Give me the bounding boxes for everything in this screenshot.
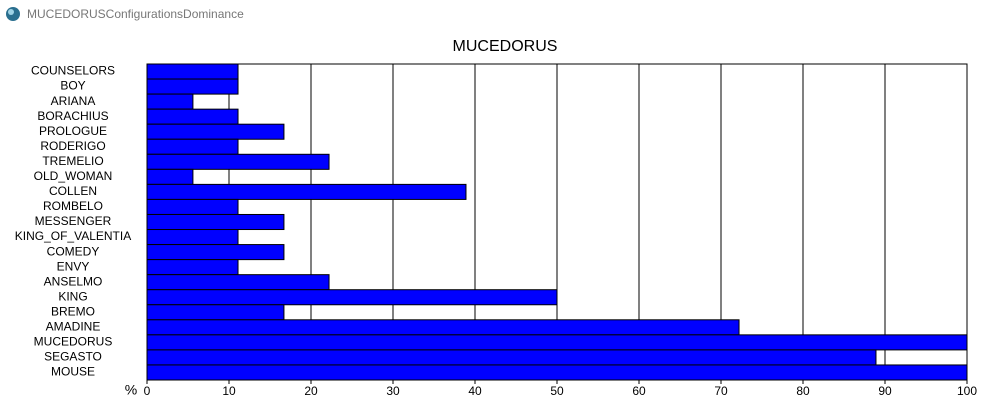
y-tick-label: MUCEDORUS bbox=[34, 335, 113, 349]
x-tick-label: 50 bbox=[550, 384, 564, 398]
x-axis-label: % bbox=[125, 382, 137, 398]
y-tick-label: ARIANA bbox=[51, 94, 96, 108]
y-tick-label: COLLEN bbox=[49, 184, 97, 198]
y-tick-label: BREMO bbox=[51, 304, 95, 318]
y-tick-label: MESSENGER bbox=[35, 214, 112, 228]
bar bbox=[146, 364, 968, 381]
bar bbox=[146, 78, 239, 95]
y-tick-label: ANSELMO bbox=[44, 274, 103, 288]
bar bbox=[146, 349, 877, 366]
x-tick-label: 80 bbox=[796, 384, 810, 398]
chart-title: MUCEDORUS bbox=[453, 38, 558, 55]
x-tick-label: 10 bbox=[222, 384, 236, 398]
y-tick-label: KING_OF_VALENTIA bbox=[15, 229, 131, 243]
x-tick-label: 100 bbox=[957, 384, 977, 398]
y-tick-label: ENVY bbox=[57, 259, 90, 273]
y-tick-label: BOY bbox=[60, 79, 85, 93]
y-tick-label: PROLOGUE bbox=[39, 124, 107, 138]
bar bbox=[146, 259, 239, 276]
bar bbox=[146, 198, 239, 215]
bar bbox=[146, 244, 285, 261]
x-tick-label: 20 bbox=[304, 384, 318, 398]
y-tick-label: OLD_WOMAN bbox=[34, 169, 113, 183]
bar bbox=[146, 334, 968, 351]
bar bbox=[146, 213, 285, 231]
y-tick-label: MOUSE bbox=[51, 365, 95, 379]
bar bbox=[146, 108, 239, 125]
bar bbox=[146, 289, 558, 306]
bar bbox=[146, 319, 740, 336]
y-tick-label: COUNSELORS bbox=[31, 64, 115, 78]
y-tick-label: BORACHIUS bbox=[37, 109, 108, 123]
x-tick-label: 0 bbox=[144, 384, 151, 398]
y-tick-label: KING bbox=[58, 289, 87, 303]
x-tick-label: 30 bbox=[386, 384, 400, 398]
plot-border bbox=[146, 63, 968, 381]
bar bbox=[146, 274, 330, 291]
bar bbox=[146, 304, 285, 321]
y-tick-label: SEGASTO bbox=[44, 350, 102, 364]
y-tick-label: RODERIGO bbox=[40, 139, 105, 153]
bar bbox=[146, 183, 467, 200]
window-title: MUCEDORUSConfigurationsDominance bbox=[27, 7, 244, 21]
bar bbox=[146, 138, 239, 155]
x-tick-label: 70 bbox=[714, 384, 728, 398]
app-icon-highlight bbox=[8, 9, 14, 15]
bar bbox=[146, 153, 330, 170]
x-tick-label: 40 bbox=[468, 384, 482, 398]
x-tick-label: 60 bbox=[632, 384, 646, 398]
bar bbox=[146, 229, 239, 246]
bar bbox=[146, 93, 194, 110]
bar bbox=[146, 63, 239, 80]
title-bar bbox=[0, 0, 995, 30]
y-tick-label: AMADINE bbox=[46, 320, 101, 334]
bar bbox=[146, 123, 285, 140]
y-tick-label: TREMELIO bbox=[42, 154, 103, 168]
x-tick-label: 90 bbox=[878, 384, 892, 398]
bar bbox=[146, 168, 194, 185]
y-tick-label: COMEDY bbox=[47, 244, 100, 258]
y-tick-label: ROMBELO bbox=[43, 199, 103, 213]
